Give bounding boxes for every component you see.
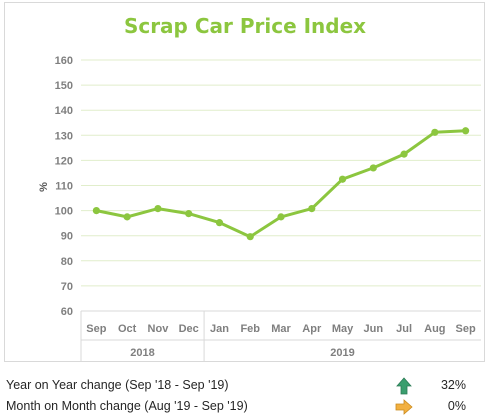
yoy-value: 32% xyxy=(440,378,466,392)
data-point xyxy=(431,128,439,136)
chart-frame: Scrap Car Price Index % 160 150 140 130 120 1… xyxy=(4,2,485,362)
x-tick-label: Jun xyxy=(364,323,384,335)
x-group-label: 2018 xyxy=(130,347,154,359)
x-tick-label: Apr xyxy=(302,323,322,335)
data-point xyxy=(338,175,347,183)
x-axis: Sep Oct Nov Dec Jan Feb Mar Apr May Jun Jul Aug Sep 2… xyxy=(80,310,481,361)
data-point xyxy=(92,207,100,215)
data-point xyxy=(246,233,254,241)
y-tick-label: 160 xyxy=(55,55,73,67)
y-tick-label: 100 xyxy=(55,206,73,218)
data-point xyxy=(308,204,316,213)
y-tick-label: 150 xyxy=(55,80,73,92)
data-point xyxy=(215,219,224,227)
data-point xyxy=(369,164,377,172)
line-chart: Scrap Car Price Index % 1601501401301201… xyxy=(38,14,481,361)
series-polyline xyxy=(94,129,468,239)
chart-title: Scrap Car Price Index xyxy=(124,14,366,38)
data-point xyxy=(123,213,131,221)
data-point xyxy=(154,204,162,213)
data-point xyxy=(462,127,470,135)
y-axis-ticks: 160 150 140 130 120 110 100 90 80 70 60 xyxy=(55,55,73,318)
x-tick-label: Nov xyxy=(148,323,170,335)
y-tick-label: 70 xyxy=(61,281,73,293)
data-point xyxy=(277,213,285,221)
x-tick-label: Dec xyxy=(179,323,199,335)
yoy-summary-row: Year on Year change (Sep '18 - Sep '19) … xyxy=(6,377,476,398)
y-tick-label: 110 xyxy=(55,181,73,193)
y-tick-label: 130 xyxy=(55,130,73,142)
x-tick-label: Sep xyxy=(456,323,476,335)
x-tick-label: Mar xyxy=(271,323,291,335)
arrow-up-icon xyxy=(396,377,412,395)
y-tick-label: 80 xyxy=(61,256,73,268)
y-tick-label: 90 xyxy=(61,231,73,243)
data-point xyxy=(185,210,193,218)
x-tick-label: Aug xyxy=(424,323,445,335)
mom-label: Month on Month change (Aug '19 - Sep '19… xyxy=(6,399,248,413)
x-group-label: 2019 xyxy=(330,347,354,359)
x-tick-label: Oct xyxy=(118,323,137,335)
y-axis-title: % xyxy=(38,182,50,192)
series-line xyxy=(92,127,470,241)
yoy-label: Year on Year change (Sep '18 - Sep '19) xyxy=(6,378,229,392)
y-tick-label: 120 xyxy=(55,155,73,167)
mom-summary-row: Month on Month change (Aug '19 - Sep '19… xyxy=(6,399,476,419)
y-tick-label: 60 xyxy=(61,306,73,318)
x-tick-label: Sep xyxy=(86,323,106,335)
x-tick-label: Jul xyxy=(396,323,412,335)
gridlines xyxy=(81,59,481,312)
x-tick-label: Feb xyxy=(240,323,260,335)
y-tick-label: 140 xyxy=(55,105,73,117)
mom-value: 0% xyxy=(447,399,466,413)
x-tick-label: Jan xyxy=(210,323,229,335)
data-point xyxy=(400,150,408,158)
arrow-right-icon xyxy=(395,399,413,415)
x-tick-label: May xyxy=(332,323,354,335)
